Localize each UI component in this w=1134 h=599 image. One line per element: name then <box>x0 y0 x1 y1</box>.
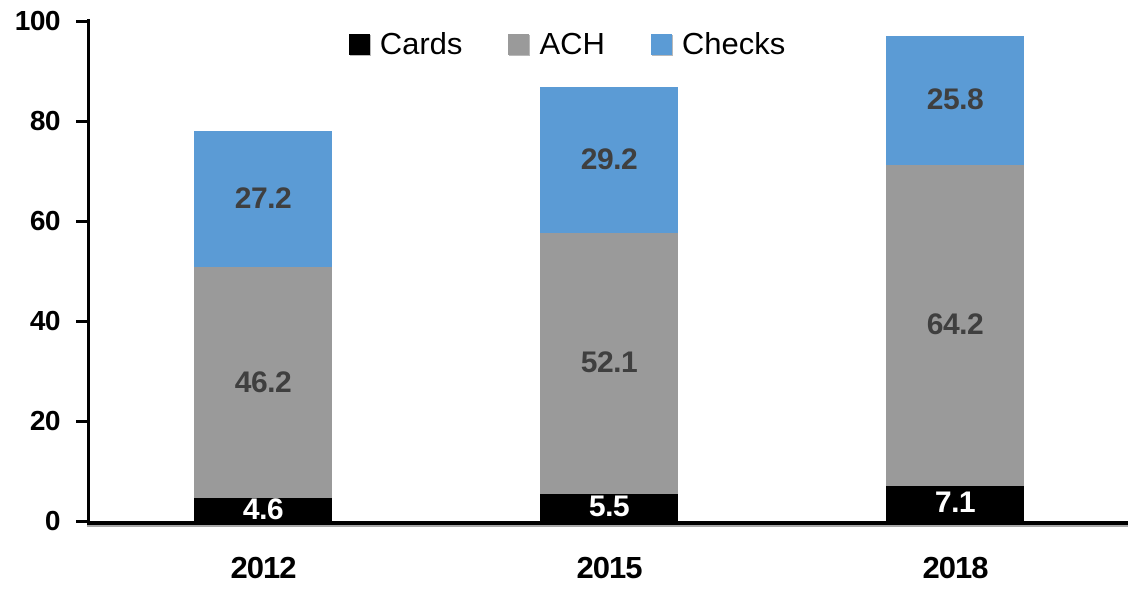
y-axis-tick <box>76 20 87 23</box>
legend-item-checks: Checks <box>650 26 786 61</box>
legend-label: Checks <box>681 26 786 61</box>
legend-item-ach: ACH <box>508 26 605 61</box>
data-label-ach-2012: 46.2 <box>234 365 292 399</box>
y-axis-tick <box>76 220 87 223</box>
data-label-cards-2012: 4.6 <box>242 492 284 526</box>
bar-segment-ach-2012: 46.2 <box>194 267 332 498</box>
y-axis-tick-label: 40 <box>29 305 61 336</box>
bar-segment-checks-2012: 27.2 <box>194 131 332 267</box>
data-label-checks-2018: 25.8 <box>926 83 984 116</box>
bar-segment-cards-2015: 5.5 <box>540 490 678 524</box>
y-axis-tick-label: 60 <box>29 205 61 236</box>
data-label-checks-2012: 27.2 <box>234 182 292 215</box>
y-axis-tick-label: 20 <box>29 405 61 436</box>
bar-segment-ach-2015: 52.1 <box>540 233 678 494</box>
x-axis-label-2015: 2015 <box>576 550 643 585</box>
data-label-checks-2015: 29.2 <box>580 143 638 176</box>
x-axis-label-2018: 2018 <box>922 550 989 585</box>
bar-segment-checks-2018: 25.8 <box>886 35 1024 165</box>
data-label-cards-2015: 5.5 <box>588 490 630 524</box>
legend-label: Cards <box>379 26 463 61</box>
legend-swatch-ach <box>508 33 530 55</box>
legend-label: ACH <box>539 26 605 61</box>
legend-item-cards: Cards <box>348 26 463 61</box>
y-axis-tick <box>76 320 87 323</box>
y-axis-tick-label: 80 <box>29 105 61 136</box>
y-axis-tick <box>76 520 87 523</box>
bar-segment-ach-2018: 64.2 <box>886 164 1024 486</box>
legend-swatch-cards <box>348 33 370 55</box>
bar-segment-checks-2015: 29.2 <box>540 87 678 233</box>
y-axis-tick-label: 0 <box>44 505 61 536</box>
data-label-ach-2018: 64.2 <box>926 308 984 341</box>
y-axis-tick <box>76 420 87 423</box>
y-axis-tick <box>76 120 87 123</box>
x-axis-label-2012: 2012 <box>230 550 297 585</box>
x-axis-line <box>87 521 1128 525</box>
data-label-cards-2018: 7.1 <box>934 486 976 520</box>
y-axis-tick-label: 100 <box>14 5 61 36</box>
chart-legend: Cards ACH Checks <box>0 27 1134 61</box>
data-label-ach-2015: 52.1 <box>580 346 638 380</box>
y-axis-line <box>87 19 90 523</box>
bar-segment-cards-2012: 4.6 <box>194 494 332 524</box>
bar-segment-cards-2018: 7.1 <box>886 485 1024 521</box>
legend-swatch-checks <box>650 33 672 55</box>
